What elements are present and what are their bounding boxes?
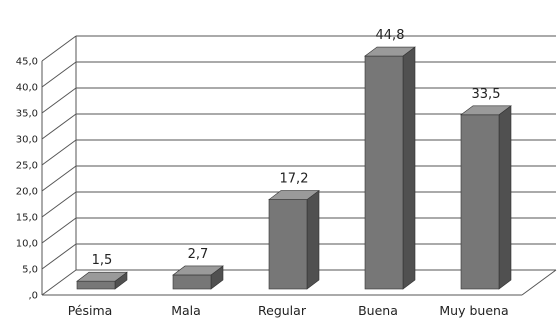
bar-side bbox=[498, 105, 512, 290]
bar-front bbox=[364, 55, 404, 290]
x-category-label: Mala bbox=[171, 303, 201, 318]
y-tick-label: 45,0 bbox=[16, 57, 38, 68]
bar-top bbox=[460, 105, 512, 116]
gridline-diagonal bbox=[41, 269, 77, 296]
gridline-diagonal bbox=[41, 139, 77, 166]
y-tick-label: 10,0 bbox=[16, 239, 38, 250]
y-tick-label: 5,0 bbox=[22, 265, 38, 276]
bar-top bbox=[76, 271, 128, 282]
y-tick-label: 40,0 bbox=[16, 83, 38, 94]
bar-front bbox=[76, 280, 116, 290]
x-axis-categories: Pésima Mala Regular Buena Muy buena bbox=[68, 303, 509, 318]
bar-front bbox=[460, 114, 500, 290]
x-category-label: Regular bbox=[258, 303, 307, 318]
gridline-diagonal bbox=[41, 87, 77, 114]
y-tick-label: 35,0 bbox=[16, 109, 38, 120]
bar bbox=[460, 105, 512, 290]
data-label: 17,2 bbox=[280, 172, 309, 187]
y-tick-label: ,0 bbox=[28, 291, 38, 302]
data-label: 1,5 bbox=[92, 253, 113, 268]
y-tick-label: 20,0 bbox=[16, 187, 38, 198]
y-tick-label: 15,0 bbox=[16, 213, 38, 224]
data-label: 33,5 bbox=[472, 87, 501, 102]
floor-right-edge bbox=[521, 269, 557, 296]
data-labels: 1,5 2,7 17,2 44,8 33,5 bbox=[92, 28, 501, 268]
gridline-diagonal bbox=[41, 35, 77, 62]
gridline-diagonal bbox=[41, 191, 77, 218]
bar bbox=[172, 265, 224, 290]
bars bbox=[76, 46, 512, 290]
bar-top bbox=[172, 265, 224, 276]
y-tick-label: 30,0 bbox=[16, 135, 38, 146]
gridline-diagonal bbox=[41, 61, 77, 88]
bar-front bbox=[268, 199, 308, 290]
gridline-diagonal bbox=[41, 113, 77, 140]
y-tick-label: 25,0 bbox=[16, 161, 38, 172]
data-label: 44,8 bbox=[376, 28, 405, 43]
x-category-label: Muy buena bbox=[439, 303, 508, 318]
bar-side bbox=[306, 189, 320, 290]
bar-front bbox=[172, 274, 212, 290]
gridline-diagonal bbox=[41, 243, 77, 270]
gridline-diagonal bbox=[41, 165, 77, 192]
bar bbox=[268, 189, 320, 290]
bar-top bbox=[364, 46, 416, 57]
data-label: 2,7 bbox=[188, 247, 209, 262]
bar-side bbox=[402, 46, 416, 290]
bar bbox=[364, 46, 416, 290]
x-category-label: Pésima bbox=[68, 303, 113, 318]
gridline-diagonal bbox=[41, 217, 77, 244]
x-category-label: Buena bbox=[358, 303, 398, 318]
bar-top bbox=[268, 190, 320, 200]
y-axis-ticks: ,0 5,0 10,0 15,0 20,0 25,0 30,0 35,0 40,0 45,0 bbox=[16, 57, 38, 302]
bar bbox=[76, 271, 128, 290]
